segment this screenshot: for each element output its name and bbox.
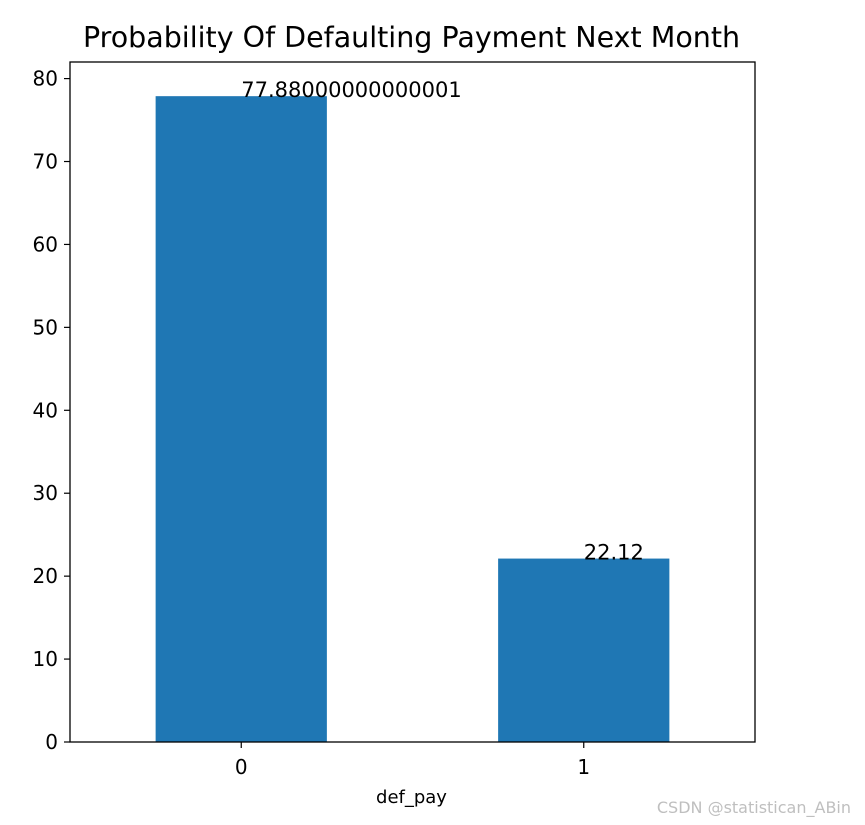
y-tick-label-20: 20 xyxy=(33,564,58,588)
y-tick-label-30: 30 xyxy=(33,481,58,505)
y-tick-label-80: 80 xyxy=(33,67,58,91)
y-tick-label-60: 60 xyxy=(33,232,58,256)
y-tick-label-50: 50 xyxy=(33,315,58,339)
plot-frame xyxy=(69,61,756,743)
y-tick-label-70: 70 xyxy=(33,150,58,174)
bar-0 xyxy=(155,96,327,743)
watermark: CSDN @statistican_ABin xyxy=(656,798,851,817)
y-tick-label-10: 10 xyxy=(33,647,58,671)
data-label-1: 22.12 xyxy=(584,541,644,565)
x-tick-label-1: 1 xyxy=(577,755,590,779)
chart-title: Probability Of Defaulting Payment Next M… xyxy=(83,21,740,54)
data-label-0: 77.88000000000001 xyxy=(241,78,461,102)
y-tick-label-40: 40 xyxy=(33,398,58,422)
bar-1 xyxy=(498,558,670,742)
x-axis-label: def_pay xyxy=(376,787,447,808)
y-tick-label-0: 0 xyxy=(45,730,58,754)
x-tick-label-0: 0 xyxy=(235,755,248,779)
